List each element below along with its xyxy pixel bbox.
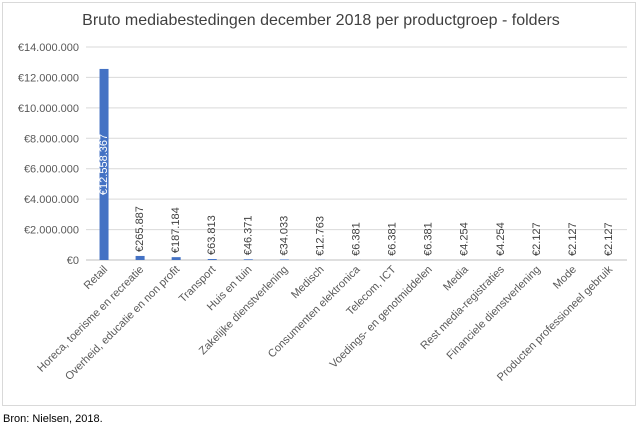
data-label: €4.254	[495, 222, 507, 256]
data-label: €4.254	[459, 222, 471, 256]
data-label: €2.127	[567, 222, 579, 256]
data-label: €6.381	[387, 222, 399, 256]
y-tick-label: €0	[67, 255, 79, 267]
bar-chart: Bruto mediabestedingen december 2018 per…	[18, 12, 627, 384]
bar	[135, 255, 145, 260]
data-label: €12.763	[314, 216, 326, 256]
bar	[243, 259, 253, 260]
x-tick-label: Mode	[551, 264, 579, 292]
y-tick-label: €2.000.000	[24, 225, 79, 237]
x-tick-label: Retail	[82, 264, 110, 292]
bar	[279, 259, 289, 260]
y-tick-label: €14.000.000	[18, 42, 79, 54]
data-label: €6.381	[351, 222, 363, 256]
y-tick-label: €10.000.000	[18, 103, 79, 115]
bar	[171, 257, 181, 260]
data-label: €2.127	[531, 222, 543, 256]
data-label: €46.371	[242, 216, 254, 256]
bar	[99, 68, 109, 261]
data-label: €34.033	[278, 216, 290, 256]
gridlines	[86, 46, 627, 261]
source-note: Bron: Nielsen, 2018.	[3, 413, 103, 425]
bars	[99, 68, 614, 261]
y-tick-label: €12.000.000	[18, 72, 79, 84]
data-label: €2.127	[603, 222, 615, 256]
chart-title: Bruto mediabestedingen december 2018 per…	[82, 12, 560, 29]
data-label: €187.184	[170, 207, 182, 253]
data-label: €6.381	[423, 222, 435, 256]
x-tick-label: Media	[441, 263, 471, 293]
y-axis-ticks: €0 €2.000.000 €4.000.000 €6.000.000 €8.000.0…	[18, 42, 79, 267]
data-label: €12.558.367	[98, 134, 110, 195]
chart-frame: Bruto mediabestedingen december 2018 per…	[2, 2, 636, 406]
data-labels: €12.558.367 €265.887 €187.184 €63.813 €46.37…	[98, 134, 615, 256]
data-label: €265.887	[134, 206, 146, 252]
y-tick-label: €6.000.000	[24, 164, 79, 176]
y-tick-label: €4.000.000	[24, 194, 79, 206]
data-label: €63.813	[206, 215, 218, 255]
y-tick-label: €8.000.000	[24, 133, 79, 145]
bar	[207, 259, 217, 260]
